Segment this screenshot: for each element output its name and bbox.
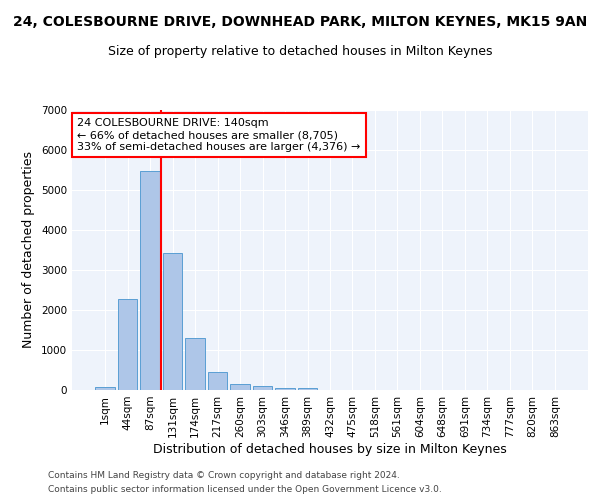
Bar [95,387,115,390]
Bar [208,372,227,390]
Text: Contains HM Land Registry data © Crown copyright and database right 2024.: Contains HM Land Registry data © Crown c… [48,470,400,480]
Bar [298,388,317,390]
Text: 24, COLESBOURNE DRIVE, DOWNHEAD PARK, MILTON KEYNES, MK15 9AN: 24, COLESBOURNE DRIVE, DOWNHEAD PARK, MI… [13,15,587,29]
Bar [230,384,250,390]
Bar [275,388,295,390]
Bar [163,253,182,390]
Bar [253,386,272,390]
Bar [185,338,205,390]
Bar [140,171,160,390]
Y-axis label: Number of detached properties: Number of detached properties [22,152,35,348]
X-axis label: Distribution of detached houses by size in Milton Keynes: Distribution of detached houses by size … [153,442,507,456]
Text: Contains public sector information licensed under the Open Government Licence v3: Contains public sector information licen… [48,486,442,494]
Text: Size of property relative to detached houses in Milton Keynes: Size of property relative to detached ho… [108,45,492,58]
Text: 24 COLESBOURNE DRIVE: 140sqm
← 66% of detached houses are smaller (8,705)
33% of: 24 COLESBOURNE DRIVE: 140sqm ← 66% of de… [77,118,361,152]
Bar [118,299,137,390]
